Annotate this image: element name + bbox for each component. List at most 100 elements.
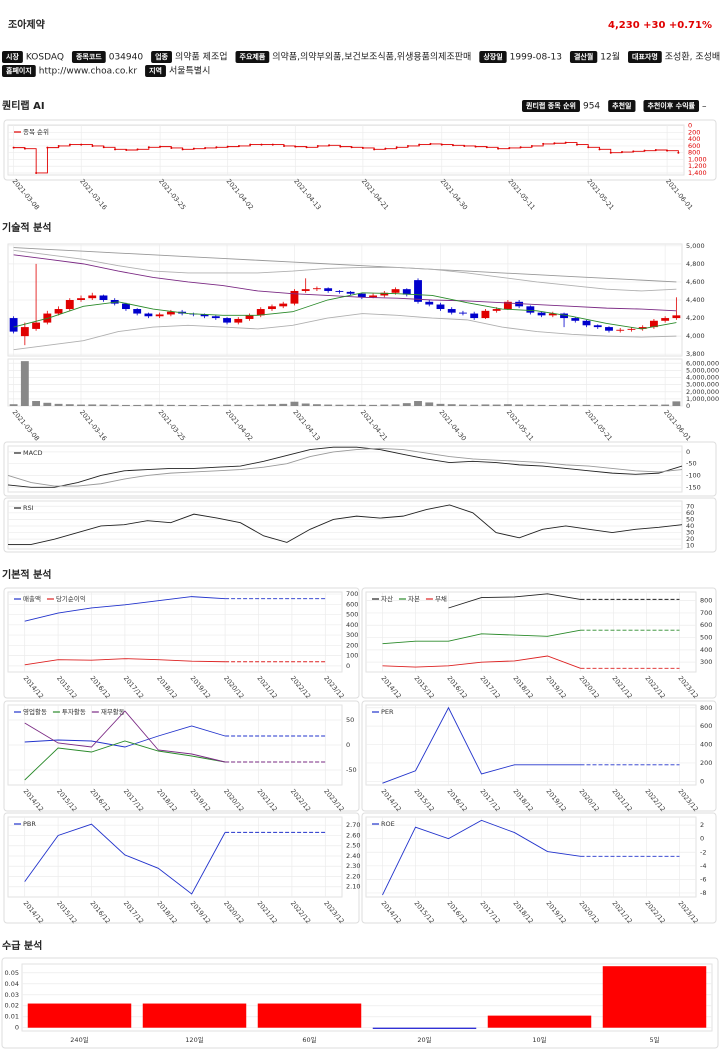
- series-point: [587, 146, 590, 149]
- x-tick-label: 2018/12: [155, 899, 178, 925]
- info-value: 조성환, 조성배(각자대표): [665, 51, 720, 63]
- bar: [649, 404, 658, 406]
- panel-frame: [3, 812, 360, 924]
- series-line: [448, 593, 581, 609]
- company-name: 조아제약: [8, 18, 46, 31]
- x-tick-label: 2017/12: [122, 787, 145, 813]
- candle-body: [166, 311, 175, 315]
- y-tick-label: 500: [346, 611, 358, 619]
- bar: [234, 404, 243, 406]
- panel-frame: [3, 441, 717, 497]
- series-line: [24, 710, 226, 763]
- candle-body: [88, 295, 97, 299]
- series-point: [621, 151, 624, 154]
- candle-body: [324, 288, 333, 291]
- series-line: [13, 292, 677, 330]
- series-point: [328, 144, 331, 147]
- bar: [357, 404, 366, 406]
- series-point: [485, 146, 488, 149]
- y-tick-label: 4,800: [686, 260, 705, 268]
- candle-body: [571, 318, 580, 321]
- x-tick-label: 2018/12: [511, 674, 534, 700]
- badge-bg: [151, 51, 172, 63]
- y-tick-label: 400: [700, 646, 712, 654]
- bar: [257, 1003, 362, 1028]
- candle-body: [649, 320, 658, 328]
- badge-label: 대표자명: [632, 52, 658, 61]
- series-line: [24, 740, 226, 781]
- y-tick-label: 4,000: [686, 332, 705, 340]
- badge-label: 추천이후 수익률: [647, 101, 695, 110]
- y-tick-label: 1,400: [688, 169, 707, 177]
- y-tick-label: 1,000: [688, 155, 707, 163]
- bar: [661, 404, 670, 406]
- x-tick-label: 2021/12: [610, 899, 633, 925]
- info-value: –: [702, 102, 707, 112]
- y-tick-label: 70: [686, 502, 694, 510]
- y-tick-label: 5,000: [686, 242, 705, 250]
- x-tick-label: 2021/12: [255, 674, 278, 700]
- candle-body: [470, 313, 479, 319]
- info-value: 1999-08-13: [510, 53, 562, 63]
- badge-bg: [145, 65, 166, 77]
- x-tick-label: 2019/12: [189, 674, 212, 700]
- x-tick-label: 2020/12: [222, 899, 245, 925]
- legend-label: 부채: [435, 595, 447, 603]
- candle-body: [582, 320, 591, 326]
- candle-body: [290, 290, 299, 304]
- plot-area: [7, 124, 685, 176]
- bar: [638, 404, 647, 406]
- badge-bg: [2, 51, 23, 63]
- legend-label: 매출액: [23, 594, 41, 603]
- badge-bg: [569, 51, 598, 63]
- candle-body: [144, 313, 153, 317]
- info-value: http://www.choa.co.kr: [39, 67, 138, 77]
- badge: 업종: [151, 51, 172, 63]
- y-tick-label: 2.20: [346, 872, 360, 880]
- series-point: [192, 147, 195, 150]
- legend-label: 자본: [408, 594, 420, 603]
- candle-body: [200, 314, 209, 317]
- y-tick-label: 500: [700, 634, 712, 642]
- candle-body: [672, 315, 681, 319]
- y-tick-label: 50: [346, 716, 354, 724]
- y-tick-label: 0: [686, 448, 690, 456]
- series-point: [542, 142, 545, 145]
- series-point: [46, 146, 49, 149]
- plot-area: [7, 500, 683, 550]
- x-tick-label: 2021-04-21: [360, 177, 390, 211]
- y-tick-label: 5,000,000: [686, 366, 719, 374]
- series-point: [237, 144, 240, 147]
- candle-body: [335, 290, 344, 292]
- series-point: [429, 142, 432, 145]
- panel-frame: [3, 497, 717, 553]
- y-tick-label: 2: [700, 821, 704, 829]
- x-tick-label: 2014/12: [22, 899, 45, 925]
- candle-body: [155, 314, 164, 317]
- candle-body: [245, 315, 254, 319]
- legend-label: 영업활동: [23, 707, 47, 716]
- info-value: 의약품 제조업: [175, 51, 228, 63]
- badge-label: 결산월: [574, 52, 593, 61]
- bar: [268, 404, 276, 406]
- panel-frame: [3, 700, 360, 812]
- candle-body: [346, 291, 355, 294]
- series-line: [382, 629, 581, 645]
- badge-label: 홈페이지: [6, 66, 32, 75]
- candle-body: [402, 289, 411, 295]
- candle-body: [32, 322, 41, 329]
- series-point: [91, 144, 94, 147]
- x-tick-label: 2019/12: [544, 787, 567, 813]
- x-tick-label: 2017/12: [478, 787, 501, 813]
- badge-bg: [479, 51, 507, 63]
- series-line: [24, 725, 226, 748]
- bar: [526, 404, 535, 406]
- bar: [414, 401, 422, 406]
- bar: [142, 1003, 247, 1028]
- candle-body: [223, 318, 231, 323]
- bar: [593, 404, 602, 406]
- x-tick-label: 2021-05-11: [505, 408, 535, 442]
- x-tick-label: 2020/12: [222, 787, 245, 813]
- series-point: [395, 146, 398, 149]
